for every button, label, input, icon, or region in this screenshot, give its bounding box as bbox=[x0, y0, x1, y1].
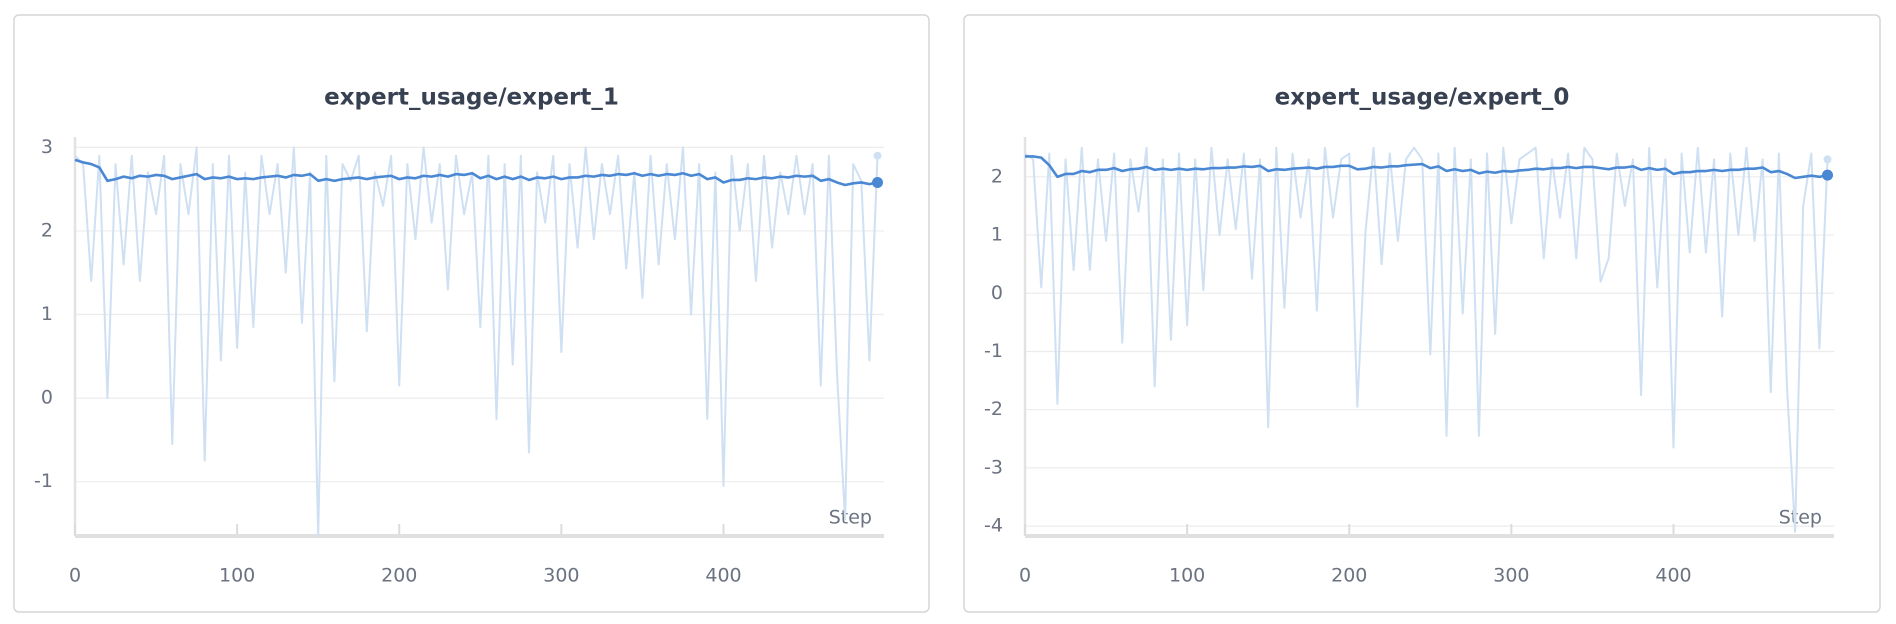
x-tick-label: 300 bbox=[543, 565, 579, 587]
smoothed-line bbox=[1025, 155, 1828, 180]
end-point bbox=[873, 151, 882, 160]
y-tick-label: 1 bbox=[991, 224, 1003, 246]
x-axis-label: Step bbox=[829, 507, 872, 529]
end-point bbox=[872, 176, 884, 188]
panel bbox=[13, 14, 930, 613]
y-tick-label: 1 bbox=[41, 303, 53, 325]
raw-line bbox=[1024, 146, 1829, 533]
chart-title: expert_usage/expert_1 bbox=[324, 85, 619, 111]
x-tick-label: 400 bbox=[1655, 565, 1691, 587]
raw-line bbox=[74, 146, 879, 537]
x-tick-label: 200 bbox=[1331, 565, 1367, 587]
y-tick-label: -4 bbox=[984, 515, 1003, 537]
end-point bbox=[1823, 155, 1832, 164]
x-tick-label: 400 bbox=[705, 565, 741, 587]
chart-title: expert_usage/expert_0 bbox=[1275, 85, 1570, 111]
x-tick-label: 0 bbox=[1019, 565, 1031, 587]
y-tick-label: 0 bbox=[41, 387, 53, 409]
y-tick-label: -2 bbox=[984, 398, 1003, 420]
y-tick-label: -1 bbox=[984, 340, 1003, 362]
y-tick-label: 0 bbox=[991, 282, 1003, 304]
y-tick-label: -1 bbox=[34, 470, 53, 492]
x-axis-label: Step bbox=[1779, 507, 1822, 529]
y-tick-label: 3 bbox=[41, 136, 53, 158]
x-tick-label: 100 bbox=[1169, 565, 1205, 587]
x-tick-label: 100 bbox=[219, 565, 255, 587]
x-tick-label: 0 bbox=[69, 565, 81, 587]
end-point bbox=[1822, 169, 1834, 181]
y-tick-label: 2 bbox=[991, 165, 1003, 187]
x-tick-label: 200 bbox=[381, 565, 417, 587]
smoothed-line bbox=[74, 158, 878, 187]
y-tick-label: 2 bbox=[41, 219, 53, 241]
y-tick-label: -3 bbox=[984, 456, 1003, 478]
x-tick-label: 300 bbox=[1493, 565, 1529, 587]
